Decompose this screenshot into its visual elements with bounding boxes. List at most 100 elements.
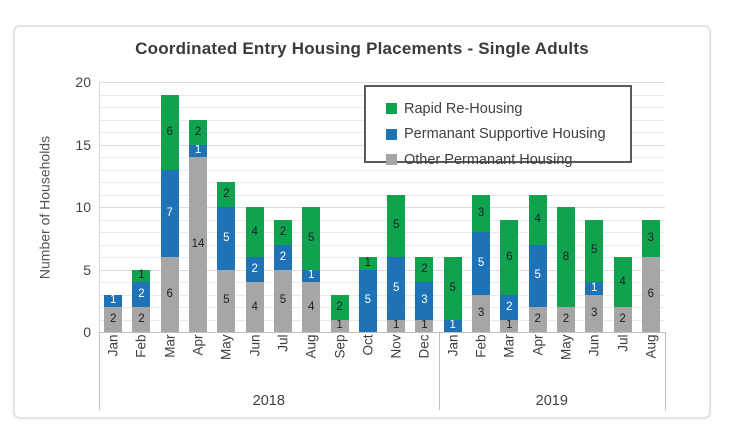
bar-segment: 5 [217, 207, 236, 270]
month-tick-label: Nov [388, 334, 404, 359]
month-tick-label: Mar [162, 334, 178, 358]
bar-segment: 5 [387, 194, 406, 257]
y-tick-label: 5 [83, 261, 91, 278]
legend-swatch-icon [386, 128, 397, 140]
year-group-label: 2018 [252, 393, 285, 409]
bar-segment-label: 5 [591, 244, 598, 257]
month-tick: Apr [184, 335, 212, 393]
bar-segment: 8 [556, 207, 575, 307]
month-tick-label: Aug [643, 334, 659, 359]
axis-band-divider [665, 332, 666, 410]
month-tick: Mar [156, 335, 184, 393]
bar-segment: 1 [443, 319, 462, 332]
bar-segment: 1 [104, 294, 123, 307]
bar-segment-label: 8 [562, 250, 570, 263]
bar-segment: 2 [104, 307, 123, 332]
bar-segment: 5 [585, 219, 604, 282]
month-tick-label: Jun [586, 334, 602, 357]
bar-segment-label: 2 [619, 313, 626, 325]
legend-item: Permanant Supportive Housing [386, 122, 630, 148]
bar-segment-label: 14 [191, 238, 205, 250]
month-tick: Aug [297, 335, 325, 393]
bar-segment-label: 3 [647, 231, 655, 244]
bar-segment-label: 7 [166, 206, 173, 219]
bar-segment: 2 [217, 182, 236, 207]
bar-segment: 3 [415, 282, 434, 320]
month-tick: Aug [637, 335, 665, 393]
bar-segment-label: 2 [421, 263, 428, 275]
month-tick-label: May [218, 334, 234, 361]
bar-segment: 2 [500, 294, 519, 320]
y-tick-label: 20 [75, 74, 91, 90]
bar-segment: 4 [528, 194, 547, 245]
bar-segment-label: 2 [223, 188, 230, 200]
bar-segment: 2 [273, 244, 292, 270]
bar-segment-label: 1 [364, 256, 372, 269]
month-tick: Sep [325, 335, 353, 393]
bar-segment-label: 5 [364, 294, 372, 307]
month-tick-label: Dec [416, 334, 432, 359]
month-tick-label: Jan [445, 334, 461, 357]
month-tick: Jan [99, 335, 127, 393]
bar-segment: 3 [641, 219, 660, 257]
bar-segment-label: 1 [336, 319, 343, 332]
legend-swatch-icon [386, 154, 397, 166]
bar-segment-label: 1 [421, 319, 428, 332]
bar-segment-label: 4 [619, 275, 626, 288]
bar-segment: 2 [415, 257, 434, 282]
bar-segment: 2 [556, 307, 575, 332]
bar-segment-label: 1 [506, 319, 513, 332]
month-tick-label: Sep [332, 334, 348, 359]
x-axis-line [99, 332, 666, 333]
bar-segment-label: 4 [251, 300, 258, 313]
month-tick: May [552, 335, 580, 393]
month-tick-label: Jul [275, 334, 291, 352]
bar-segment: 1 [358, 256, 377, 270]
axis-band-divider [99, 332, 100, 410]
bar-segment: 7 [160, 169, 179, 257]
bar-segment-label: 6 [166, 125, 173, 138]
bar-segment: 1 [585, 282, 604, 295]
bar-segment: 14 [189, 157, 208, 332]
bar-segment-label: 3 [477, 306, 485, 319]
bar-segment-label: 5 [392, 281, 400, 294]
bar-segment-label: 3 [477, 206, 485, 219]
month-tick: Feb [127, 335, 155, 393]
minor-gridline [99, 232, 665, 233]
bar-segment-label: 5 [392, 219, 400, 232]
month-tick-label: Jul [615, 334, 631, 352]
chart-card: Coordinated Entry Housing Placements - S… [13, 25, 711, 419]
bar-segment: 1 [500, 319, 519, 332]
y-tick-label: 15 [75, 136, 91, 153]
bar-segment-label: 5 [477, 256, 485, 269]
bar-segment-label: 3 [421, 294, 428, 307]
bar-segment-label: 6 [647, 288, 655, 300]
bar-segment: 2 [245, 257, 264, 282]
month-tick: Feb [467, 335, 495, 393]
minor-gridline [99, 244, 665, 246]
bar-segment: 2 [132, 282, 151, 307]
bar-segment: 5 [443, 257, 462, 320]
month-tick-label: Feb [473, 334, 489, 358]
bar-segment-label: 5 [223, 294, 230, 307]
legend: Rapid Re-Housing Permanant Supportive Hou… [364, 85, 632, 168]
bar-segment: 4 [245, 207, 264, 257]
bar-segment: 1 [132, 269, 151, 282]
major-gridline [99, 82, 665, 83]
bar-segment-label: 2 [534, 313, 541, 325]
month-tick-label: Apr [530, 334, 546, 356]
bar-segment-label: 5 [279, 294, 287, 307]
month-tick: Nov [382, 335, 410, 393]
month-tick: Jul [608, 335, 636, 393]
month-tick-label: Apr [190, 334, 206, 356]
month-tick-label: Jan [105, 334, 121, 357]
bar-segment-label: 6 [166, 288, 173, 300]
bar-segment: 2 [528, 307, 547, 332]
major-gridline [99, 269, 665, 271]
minor-gridline [99, 282, 665, 283]
bar-segment-label: 1 [449, 319, 456, 332]
bar-segment: 1 [415, 319, 434, 332]
chart-title: Coordinated Entry Housing Placements - S… [135, 39, 589, 58]
bar-segment: 2 [613, 307, 632, 332]
bar-segment-label: 5 [449, 281, 456, 294]
